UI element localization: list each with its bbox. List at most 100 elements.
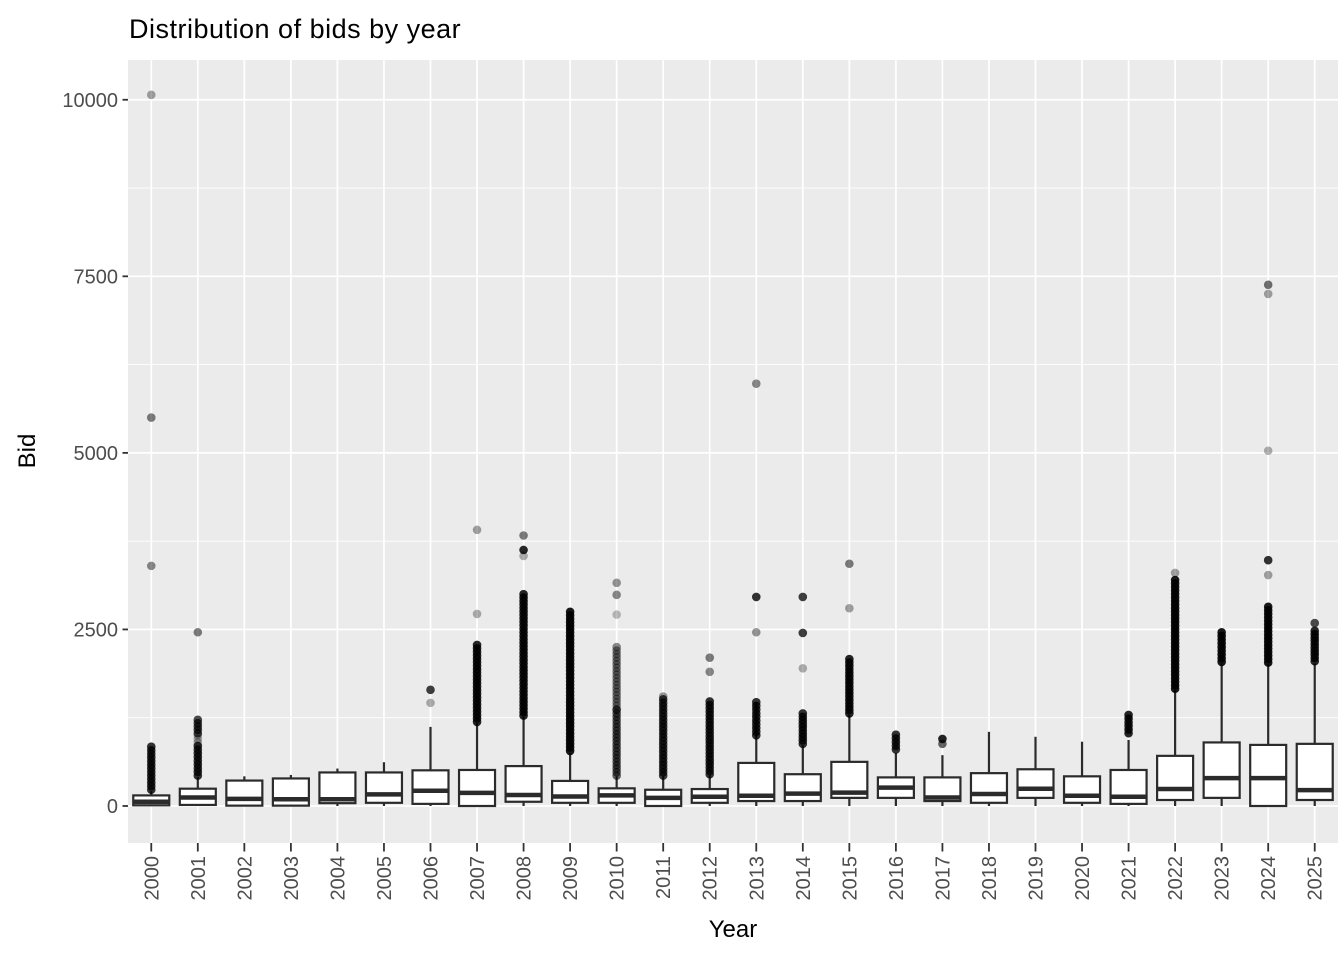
outlier-point [612,610,621,619]
outlier-point [658,771,668,780]
x-tick-label-2011: 2011 [653,856,675,899]
outlier-point [798,628,808,638]
y-tick-label: 10000 [62,90,118,112]
x-axis-title: Year [708,916,758,943]
outlier-point [612,673,621,683]
outlier-point [891,745,901,754]
outlier-point [612,687,621,697]
outlier-point [612,660,621,669]
x-tick-label-2022: 2022 [1165,856,1187,901]
outlier-point [1124,728,1133,738]
boxplot-2011 [644,692,683,808]
boxplot-2006 [411,685,450,806]
x-tick-label-2004: 2004 [327,856,349,901]
outlier-point [612,684,621,693]
outlier-point [612,771,621,780]
outlier-point [612,701,621,711]
outlier-point [1170,568,1180,578]
outlier-point [193,627,203,637]
boxplot-2001 [178,627,217,807]
iqr-box [1016,768,1055,799]
outlier-point [612,666,621,676]
outlier-point [705,769,715,779]
outlier-point [1170,684,1180,694]
y-tick-label: 7500 [74,266,119,288]
outlier-point [612,704,621,714]
outlier-point [612,642,621,652]
boxplot-2016 [876,730,915,806]
x-tick-label-2025: 2025 [1305,856,1327,901]
y-tick-label: 5000 [74,443,119,465]
iqr-box [1202,741,1241,799]
x-tick-label-2000: 2000 [141,856,163,901]
outlier-point [612,578,621,588]
outlier-point [938,734,947,744]
boxplot-2003 [271,774,310,807]
boxplot-2008 [504,531,543,806]
outlier-point [1217,657,1226,667]
outlier-point [1310,618,1320,628]
boxplot-2004 [318,768,357,806]
x-tick-label-2013: 2013 [746,856,768,901]
outlier-point [146,90,156,100]
x-tick-label-2017: 2017 [932,856,954,901]
plot-panel [128,60,1338,843]
iqr-box [1156,754,1195,802]
outlier-point [1263,280,1273,290]
iqr-box [1249,743,1288,808]
outlier-point [193,728,203,738]
x-tick-label-2001: 2001 [188,856,210,901]
outlier-point [612,646,621,655]
outlier-point [519,551,528,561]
iqr-box [783,773,822,803]
outlier-point [612,590,621,600]
iqr-box [411,769,450,805]
x-tick-label-2024: 2024 [1258,856,1280,901]
outlier-point [193,771,203,780]
x-tick-label-2015: 2015 [839,856,861,901]
outlier-point [845,603,854,613]
x-tick-label-2003: 2003 [281,856,303,901]
boxplot-2010 [597,578,636,806]
outlier-point [845,709,854,718]
boxplot-2017 [923,734,962,806]
outlier-point [1310,656,1320,666]
x-tick-label-2018: 2018 [979,856,1001,901]
iqr-box [969,772,1009,804]
boxplot-2018 [969,731,1009,806]
outlier-point [612,653,621,662]
outlier-point [751,592,761,602]
boxplot-2015 [830,559,869,806]
outlier-point [612,698,621,707]
x-tick-label-2023: 2023 [1212,856,1234,901]
iqr-box [551,779,590,804]
outlier-point [1263,446,1273,456]
outlier-point [565,746,575,756]
outlier-point [519,531,528,540]
outlier-point [193,738,203,747]
outlier-point [146,785,156,795]
outlier-point [146,413,156,422]
outlier-point [472,717,482,727]
outlier-point [798,663,808,673]
outlier-point [612,649,621,659]
boxplot-2005 [364,762,404,806]
y-tick-label: 0 [107,796,118,818]
outlier-point [1263,658,1273,667]
outlier-point [519,711,528,720]
x-tick-label-2019: 2019 [1026,856,1048,901]
outlier-point [426,685,435,695]
x-tick-label-2020: 2020 [1072,856,1094,901]
boxplot-2009 [551,607,590,806]
chart-title: Distribution of bids by year [129,14,462,44]
outlier-point [612,656,621,666]
x-tick-label-2007: 2007 [467,856,489,901]
outlier-point [1263,570,1273,580]
outlier-point [472,525,482,535]
outlier-point [845,559,854,569]
x-tick-label-2002: 2002 [234,856,256,901]
boxplot-2002 [225,776,264,807]
outlier-point [612,680,621,690]
boxplot-2012 [690,653,729,806]
outlier-point [705,653,715,662]
